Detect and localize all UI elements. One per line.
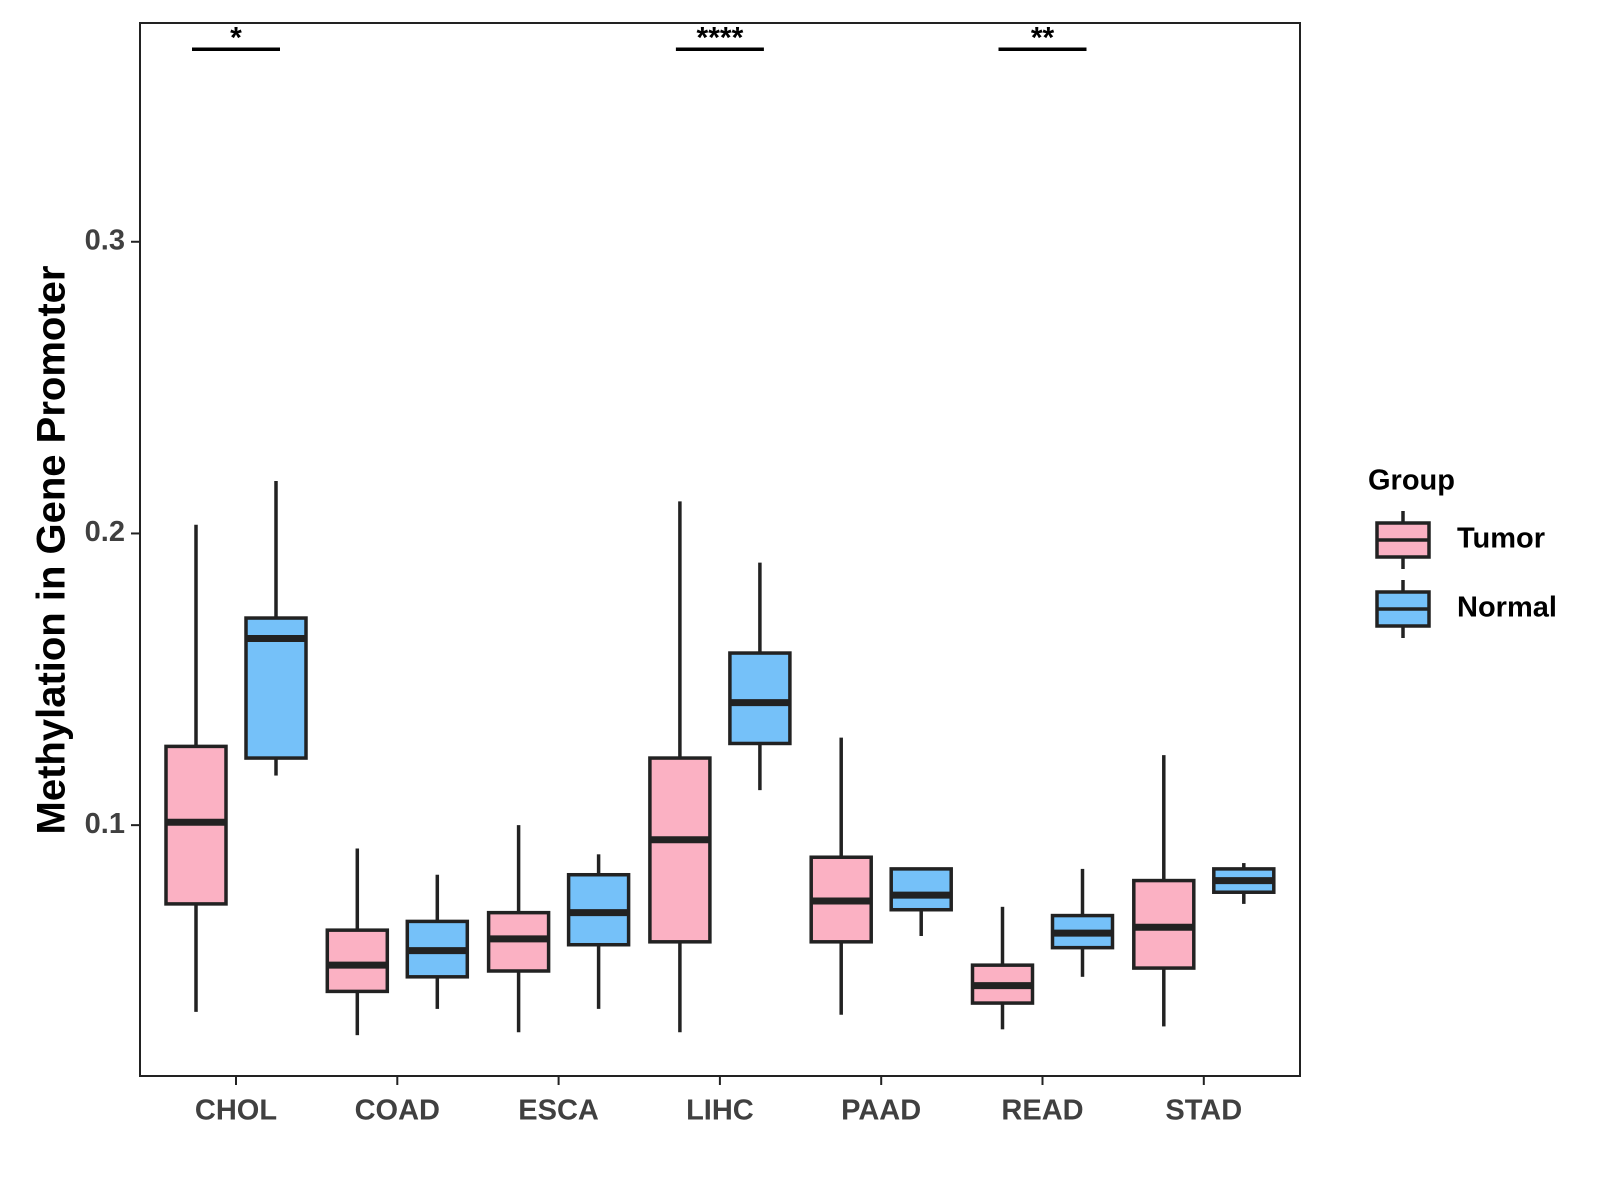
series-tumor <box>164 501 1196 1036</box>
iqr-box <box>648 756 712 944</box>
box-normal-esca <box>566 854 631 1009</box>
x-tick-label-paad: PAAD <box>841 1095 921 1127</box>
significance-annotations: * **** ** <box>192 21 1087 54</box>
box-normal-read <box>1050 868 1115 977</box>
y-tick-label: 0.1 <box>85 808 125 840</box>
iqr-box <box>325 928 390 994</box>
significance-lihc: **** <box>675 21 764 54</box>
legend: Group Tumor Normal <box>1368 465 1557 638</box>
box-tumor-chol <box>164 524 228 1012</box>
x-tick-label-read: READ <box>1001 1095 1083 1127</box>
significance-read: ** <box>998 21 1087 54</box>
legend-item-tumor: Tumor <box>1375 511 1545 569</box>
x-tick-label-chol: CHOL <box>195 1095 277 1127</box>
legend-item-normal: Normal <box>1375 580 1557 638</box>
box-normal-stad <box>1212 863 1276 904</box>
significance-label: * <box>230 21 242 54</box>
box-tumor-paad <box>809 737 873 1015</box>
significance-chol: * <box>192 21 280 54</box>
box-tumor-coad <box>325 848 390 1036</box>
y-tick-label: 0.2 <box>85 516 125 548</box>
box-normal-coad <box>405 874 470 1009</box>
significance-label: ** <box>1031 21 1055 54</box>
x-tick-label-esca: ESCA <box>518 1095 599 1127</box>
box-tumor-lihc <box>648 501 712 1033</box>
box-normal-paad <box>889 867 953 936</box>
x-axis: CHOL COAD ESCA LIHC PAAD READ STAD <box>195 1076 1242 1127</box>
box-tumor-esca <box>486 825 551 1033</box>
legend-label: Tumor <box>1457 523 1545 555</box>
box-normal-lihc <box>728 562 792 791</box>
x-tick-label-lihc: LIHC <box>686 1095 754 1127</box>
plot-panel <box>139 22 1301 1077</box>
iqr-box <box>728 651 792 746</box>
legend-title: Group <box>1368 465 1455 497</box>
series-normal <box>244 480 1276 1009</box>
x-tick-label-coad: COAD <box>355 1095 440 1127</box>
box-normal-chol <box>244 480 308 776</box>
boxplot-series <box>164 480 1276 1036</box>
y-tick-label: 0.3 <box>85 224 125 256</box>
legend-label: Normal <box>1457 592 1557 624</box>
y-axis: 0.1 0.2 0.3 <box>85 224 140 840</box>
iqr-box <box>889 867 953 912</box>
significance-label: **** <box>697 21 744 54</box>
x-tick-label-stad: STAD <box>1165 1095 1242 1127</box>
box-tumor-read <box>970 906 1035 1030</box>
box-tumor-stad <box>1132 755 1196 1027</box>
y-axis-title: Methylation in Gene Promoter <box>30 266 74 835</box>
